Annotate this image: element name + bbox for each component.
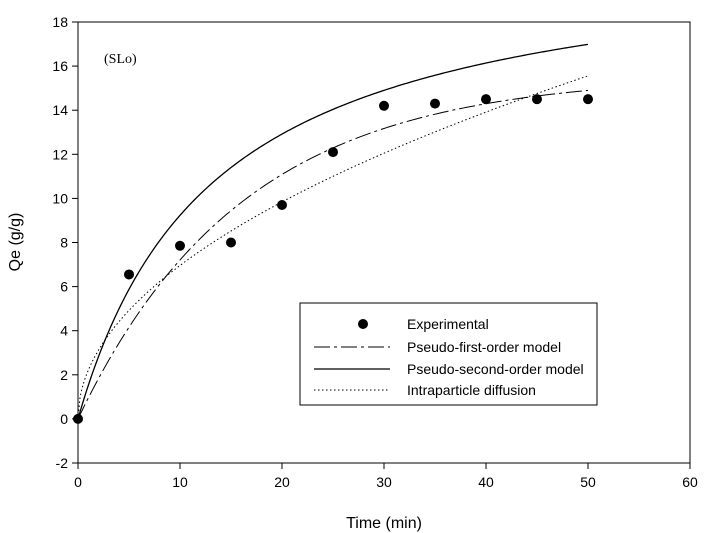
legend-label-pseudo-first-order: Pseudo-first-order model xyxy=(407,339,561,355)
data-point xyxy=(226,237,236,248)
y-tick-label: 4 xyxy=(60,323,68,339)
legend-label-experimental: Experimental xyxy=(407,316,489,332)
x-axis-title: Time (min) xyxy=(346,515,422,532)
legend-label-intraparticle: Intraparticle diffusion xyxy=(407,382,536,398)
x-axis: 0 10 20 30 40 50 60 xyxy=(74,463,698,490)
data-points xyxy=(73,94,593,424)
data-point xyxy=(277,200,287,211)
y-axis-title: Qe (g/g) xyxy=(7,213,24,272)
y-tick-label: 14 xyxy=(52,102,68,118)
data-point xyxy=(328,147,338,158)
x-tick-label: 40 xyxy=(478,474,494,490)
data-point xyxy=(583,94,593,105)
y-tick-label: -2 xyxy=(56,455,69,471)
data-point xyxy=(379,100,389,111)
data-point xyxy=(124,269,134,280)
data-point xyxy=(430,98,440,109)
x-tick-label: 20 xyxy=(274,474,290,490)
x-tick-label: 50 xyxy=(580,474,596,490)
legend: Experimental Pseudo-first-order model Ps… xyxy=(299,302,598,406)
legend-marker-experimental xyxy=(358,319,368,329)
x-tick-label: 60 xyxy=(682,474,698,490)
x-tick-label: 10 xyxy=(172,474,188,490)
legend-box xyxy=(299,302,598,406)
y-axis: -2 0 2 4 6 8 10 12 14 16 18 xyxy=(52,14,78,471)
y-tick-label: 0 xyxy=(60,411,68,427)
curve-pso xyxy=(77,43,589,420)
curve-ipd xyxy=(77,75,589,419)
x-tick-label: 0 xyxy=(74,474,82,490)
data-point xyxy=(532,94,542,105)
y-tick-label: 8 xyxy=(60,235,68,251)
y-tick-label: 18 xyxy=(52,14,68,30)
y-tick-label: 6 xyxy=(60,279,68,295)
y-tick-label: 16 xyxy=(52,58,68,74)
legend-label-pseudo-second-order: Pseudo-second-order model xyxy=(407,361,584,377)
y-tick-label: 10 xyxy=(52,190,68,206)
panel-annotation: (SLo) xyxy=(104,52,137,67)
data-point xyxy=(481,94,491,105)
y-tick-label: 12 xyxy=(52,146,68,162)
data-point xyxy=(175,240,185,251)
x-tick-label: 30 xyxy=(376,474,392,490)
y-tick-label: 2 xyxy=(60,367,68,383)
